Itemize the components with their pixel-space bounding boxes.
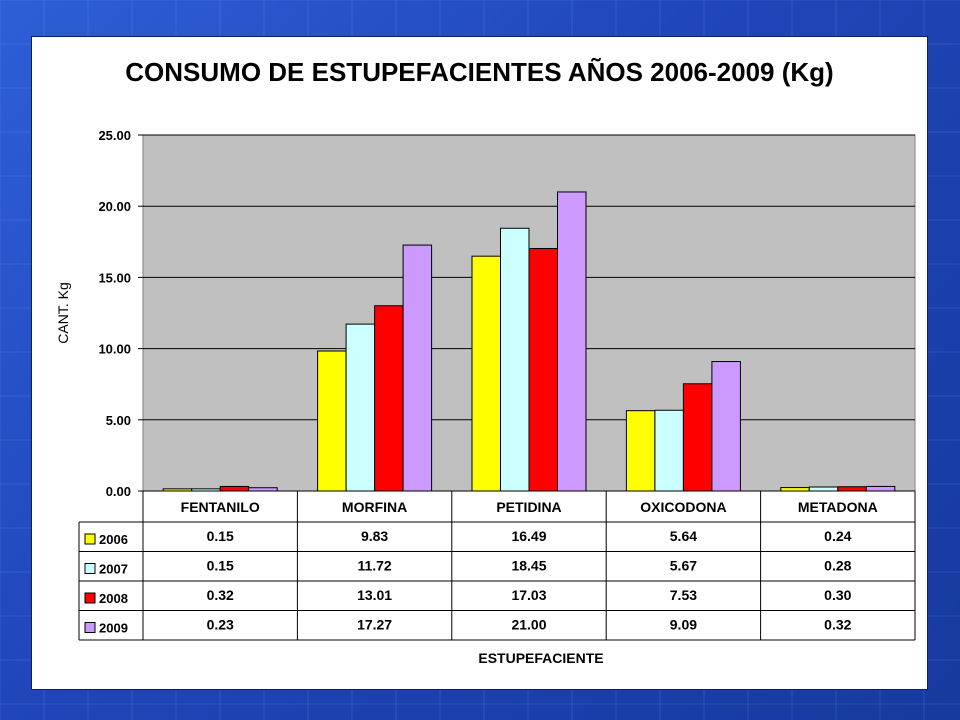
bar bbox=[837, 486, 867, 492]
bar bbox=[780, 487, 810, 492]
x-axis-label: ESTUPEFACIENTE bbox=[478, 650, 603, 666]
category-label: PETIDINA bbox=[496, 499, 561, 515]
data-label: 0.30 bbox=[824, 587, 851, 603]
y-tick-label: 25.00 bbox=[98, 128, 131, 143]
bar bbox=[625, 410, 656, 492]
chart-title: CONSUMO DE ESTUPEFACIENTES AÑOS 2006-200… bbox=[125, 57, 834, 87]
legend-key bbox=[84, 533, 96, 545]
bar bbox=[345, 323, 376, 492]
y-axis-label: CANT. Kg bbox=[55, 282, 71, 343]
legend-key bbox=[84, 563, 96, 574]
data-label: 5.64 bbox=[670, 528, 697, 544]
data-label: 9.09 bbox=[670, 617, 697, 633]
bar bbox=[711, 361, 741, 492]
data-label: 0.28 bbox=[824, 558, 851, 574]
y-tick-label: 0.00 bbox=[106, 484, 131, 499]
data-label: 11.72 bbox=[357, 558, 391, 574]
legend-key bbox=[84, 592, 96, 604]
data-label: 18.45 bbox=[511, 558, 546, 574]
chart-slide: CONSUMO DE ESTUPEFACIENTES AÑOS 2006-200… bbox=[31, 36, 928, 690]
legend-label: 2008 bbox=[99, 591, 128, 606]
data-label: 0.32 bbox=[824, 617, 851, 633]
data-label: 5.67 bbox=[670, 558, 697, 574]
data-label: 21.00 bbox=[511, 617, 546, 633]
data-label: 17.27 bbox=[357, 617, 392, 633]
legend-label: 2009 bbox=[99, 621, 128, 636]
bar bbox=[808, 486, 839, 492]
category-label: OXICODONA bbox=[640, 499, 726, 515]
data-label: 0.32 bbox=[207, 587, 234, 603]
data-label: 17.03 bbox=[511, 587, 546, 603]
bar bbox=[402, 244, 433, 492]
data-label: 13.01 bbox=[357, 587, 392, 603]
bar bbox=[219, 485, 250, 492]
data-label: 0.23 bbox=[207, 617, 234, 633]
data-label: 0.15 bbox=[207, 558, 234, 574]
bar bbox=[374, 305, 404, 492]
data-label: 7.53 bbox=[670, 587, 697, 603]
y-tick-label: 10.00 bbox=[98, 342, 131, 357]
y-tick-label: 5.00 bbox=[106, 413, 131, 428]
data-label: 16.49 bbox=[511, 528, 546, 544]
bar bbox=[471, 255, 501, 492]
bar bbox=[654, 409, 684, 492]
legend-key bbox=[84, 622, 96, 633]
bar bbox=[682, 383, 713, 492]
data-label: 0.24 bbox=[824, 528, 851, 544]
y-tick-label: 15.00 bbox=[98, 270, 131, 285]
bar bbox=[317, 350, 347, 492]
category-label: MORFINA bbox=[342, 499, 407, 515]
bar bbox=[500, 227, 530, 492]
category-label: FENTANILO bbox=[181, 499, 260, 515]
bar-chart: 0.00 5.00 10.00 15.00 20.00 25.00 CANT. Kg FENT… bbox=[55, 128, 916, 666]
category-label: METADONA bbox=[798, 499, 878, 515]
bar bbox=[528, 247, 558, 492]
y-tick-label: 20.00 bbox=[98, 199, 131, 214]
legend-label: 2007 bbox=[99, 562, 128, 577]
data-label: 0.15 bbox=[207, 528, 234, 544]
bar bbox=[865, 485, 896, 492]
legend-label: 2006 bbox=[99, 532, 128, 547]
bar bbox=[557, 191, 587, 492]
data-label: 9.83 bbox=[361, 528, 388, 544]
